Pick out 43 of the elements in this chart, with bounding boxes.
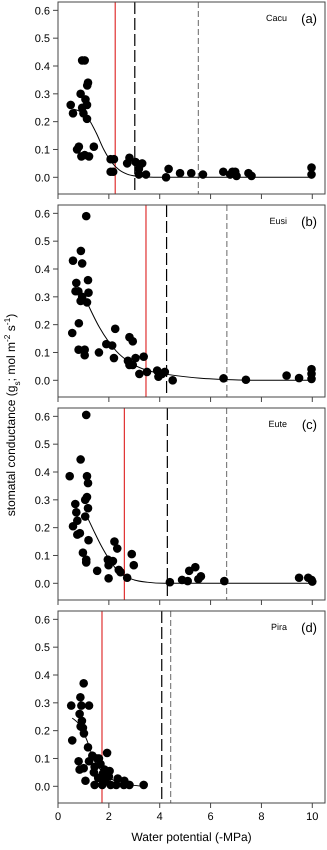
y-tick-label: 0.2 xyxy=(34,116,50,129)
y-tick-label: 0.5 xyxy=(34,642,50,654)
annotation: (c) xyxy=(302,417,317,432)
y-tick-label: 0.4 xyxy=(34,264,50,276)
y-tick-label: 0.3 xyxy=(34,698,50,710)
y-tick-label: 0.5 xyxy=(34,439,50,452)
y-tick-label: 0.0 xyxy=(34,172,50,184)
annotation: Pira xyxy=(270,622,287,632)
annotation: Cacu xyxy=(266,13,287,23)
y-tick-label: 0.1 xyxy=(34,753,50,766)
y-tick-label: 0.0 xyxy=(34,578,50,590)
y-tick-label: 0.6 xyxy=(34,208,50,220)
x-tick-label: 0 xyxy=(54,811,62,823)
y-tick-label: 0.5 xyxy=(34,33,50,46)
x-tick-label: 8 xyxy=(258,811,264,823)
y-tick-label: 0.1 xyxy=(34,347,50,360)
y-tick-label: 0.2 xyxy=(34,726,50,738)
annotation: Eute xyxy=(268,419,287,429)
y-tick-label: 0.4 xyxy=(34,670,50,682)
annotation: (a) xyxy=(301,11,317,26)
y-tick-label: 0.6 xyxy=(34,614,50,626)
y-tick-label: 0.1 xyxy=(34,550,50,562)
x-tick-label: 4 xyxy=(156,811,163,823)
x-tick-label: 6 xyxy=(208,811,214,823)
y-tick-label: 0.6 xyxy=(34,5,50,18)
y-tick-label: 0.0 xyxy=(34,781,50,794)
y-tick-label: 0.6 xyxy=(34,411,50,424)
y-tick-label: 0.3 xyxy=(34,494,50,507)
y-tick-label: 0.2 xyxy=(34,320,50,332)
y-tick-label: 0.5 xyxy=(34,236,50,248)
y-tick-label: 0.2 xyxy=(34,522,50,535)
annotation: Eusi xyxy=(269,216,287,226)
x-tick-label: 2 xyxy=(106,811,112,823)
annotation: (b) xyxy=(301,214,317,229)
y-tick-label: 0.3 xyxy=(34,88,50,101)
y-tick-label: 0.1 xyxy=(34,144,50,156)
y-tick-label: 0.3 xyxy=(34,292,50,304)
y-tick-label: 0.4 xyxy=(34,467,50,479)
x-tick-label: 10 xyxy=(306,811,318,823)
x-axis-title: Water potential (-MPa) xyxy=(131,830,252,844)
y-tick-label: 0.0 xyxy=(34,375,50,388)
annotation: (d) xyxy=(301,620,317,635)
y-tick-label: 0.4 xyxy=(34,61,50,73)
